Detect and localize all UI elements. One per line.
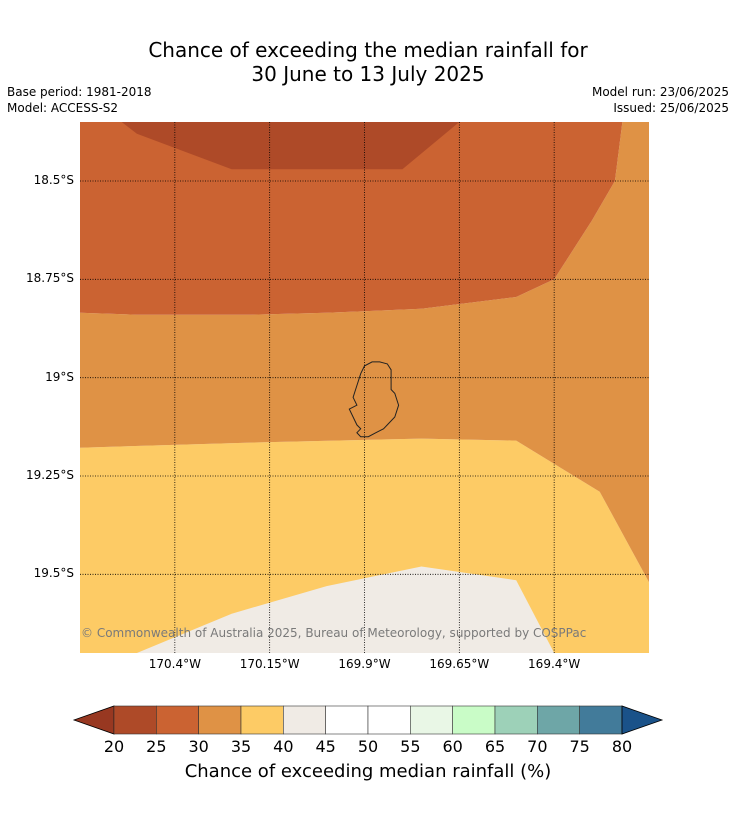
colorbar-tick-label: 50 [357,737,379,756]
map-title: Chance of exceeding the median rainfall … [0,38,736,86]
title-line-1: Chance of exceeding the median rainfall … [148,38,588,62]
rainfall-zone-25-30 [80,122,623,315]
colorbar-under-arrow [72,705,115,735]
model-name: Model: ACCESS-S2 [7,101,119,115]
colorbar-tick-label: 20 [103,737,125,756]
island-coastline [348,361,400,438]
colorbar-tick-label: 65 [484,737,506,756]
base-period: Base period: 1981-2018 [7,85,152,99]
colorbar-bin [537,705,580,735]
model-info: Base period: 1981-2018 Model: ACCESS-S2 [7,84,152,116]
model-run: Model run: 23/06/2025 [591,85,729,99]
colorbar-tick-label: 75 [569,737,590,756]
colorbar-tick-label: 70 [527,737,548,756]
longitude-label: 169.65°W [429,657,490,671]
colorbar-tick-label: 80 [611,737,633,756]
map-svg [80,122,649,653]
copyright-notice: © Commonwealth of Australia 2025, Bureau… [81,626,587,640]
issued-date: Issued: 25/06/2025 [613,101,729,115]
latitude-label: 19.5°S [33,566,74,581]
rainfall-zone-40-45 [136,566,555,653]
colorbar-tick-label: 35 [230,737,252,756]
longitude-label: 169.9°W [338,657,391,671]
latitude-label: 18.75°S [26,271,74,286]
rainfall-map [80,122,649,653]
colorbar-bin [156,705,199,735]
colorbar-tick-label: 30 [188,737,209,756]
colorbar-tick-label: 60 [442,737,463,756]
colorbar-bin [579,705,623,735]
colorbar-over-arrow [621,705,664,735]
colorbar-bin [113,705,157,735]
colorbar-bin [240,705,284,735]
longitude-label: 170.4°W [148,657,201,671]
colorbar-title: Chance of exceeding median rainfall (%) [184,761,552,782]
colorbar-bin [283,705,326,735]
latitude-label: 18.5°S [33,173,74,187]
colorbar-tick-label: 25 [146,737,167,756]
colorbar-bin [198,705,242,735]
colorbar-tick-label: 45 [315,737,336,756]
colorbar-bin [325,705,369,735]
colorbar-bin [410,705,453,735]
run-info: Model run: 23/06/2025 Issued: 25/06/2025 [592,84,729,116]
colorbar-bin [367,705,411,735]
title-line-2: 30 June to 13 July 2025 [251,62,485,86]
latitude-label: 19.25°S [26,468,74,482]
latitude-label: 19°S [45,369,74,384]
rainfall-zone-20-25 [121,122,460,170]
colorbar [72,705,664,735]
longitude-label: 169.4°W [528,657,581,671]
longitude-label: 170.15°W [239,657,300,671]
colorbar-tick-label: 55 [400,737,421,756]
colorbar-bin [494,705,538,735]
colorbar-bin [452,705,496,735]
colorbar-tick-label: 40 [273,737,294,756]
